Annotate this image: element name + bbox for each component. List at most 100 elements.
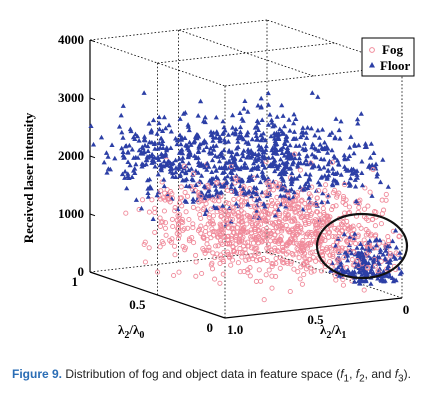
fog-point xyxy=(370,167,376,173)
fog-point xyxy=(204,241,210,247)
floor-point xyxy=(360,256,366,261)
fog-point xyxy=(295,247,301,253)
floor-point xyxy=(191,139,197,145)
floor-point xyxy=(120,152,126,158)
fog-point xyxy=(336,245,342,251)
floor-point xyxy=(163,125,169,131)
fog-point xyxy=(177,195,183,201)
floor-point xyxy=(101,159,107,165)
fog-point xyxy=(230,204,236,210)
fog-point xyxy=(356,222,362,229)
floor-point xyxy=(319,199,325,205)
fog-point xyxy=(290,201,296,207)
fog-point xyxy=(288,259,294,265)
y-axis-label: λ2/λ0 xyxy=(118,322,144,341)
floor-point xyxy=(167,169,174,174)
floor-point xyxy=(279,150,285,155)
floor-point xyxy=(334,157,341,163)
floor-point xyxy=(245,147,251,152)
floor-point xyxy=(257,179,263,185)
floor-point xyxy=(298,134,304,140)
fog-point xyxy=(227,240,233,246)
fog-point xyxy=(299,197,305,203)
floor-point xyxy=(237,166,243,172)
floor-point xyxy=(183,142,189,148)
floor-point xyxy=(233,131,239,137)
floor-point xyxy=(237,110,243,115)
floor-point xyxy=(278,186,284,192)
figure-caption: Figure 9. Distribution of fog and object… xyxy=(12,366,427,387)
floor-point xyxy=(277,193,284,198)
floor-point xyxy=(148,129,154,135)
floor-point xyxy=(352,279,358,284)
floor-point xyxy=(245,109,251,114)
floor-point xyxy=(209,169,215,174)
floor-point xyxy=(359,245,365,250)
floor-point xyxy=(269,120,275,125)
fog-point xyxy=(336,230,343,236)
floor-point xyxy=(301,160,307,166)
floor-point xyxy=(262,155,268,161)
legend-fog-marker xyxy=(369,47,375,53)
fog-point xyxy=(336,190,342,196)
fog-point xyxy=(189,234,195,241)
floor-point xyxy=(201,147,207,153)
fog-point xyxy=(273,255,279,262)
fog-point xyxy=(198,193,204,199)
fog-point xyxy=(195,228,202,234)
floor-point xyxy=(372,163,378,169)
floor-point xyxy=(161,158,167,164)
fog-point xyxy=(296,201,302,207)
fog-point xyxy=(310,218,316,224)
fog-point xyxy=(176,200,183,206)
fog-point xyxy=(172,205,178,211)
box-edge-floor xyxy=(224,297,403,319)
floor-point xyxy=(283,187,289,193)
floor-point xyxy=(121,155,127,160)
floor-point xyxy=(307,176,313,182)
floor-point xyxy=(155,154,161,159)
floor-point xyxy=(353,198,359,204)
fog-point xyxy=(275,200,281,206)
floor-point xyxy=(138,205,145,211)
fog-point xyxy=(159,239,165,245)
floor-point xyxy=(201,138,207,143)
floor-point xyxy=(331,153,337,159)
floor-point xyxy=(397,250,403,255)
fog-point xyxy=(180,227,186,233)
fog-point xyxy=(217,238,224,244)
fog-point xyxy=(180,243,186,249)
fog-point xyxy=(276,219,282,225)
fog-point xyxy=(190,225,196,231)
fog-point xyxy=(239,214,245,220)
floor-point xyxy=(259,158,265,164)
fog-point xyxy=(279,228,285,234)
floor-point xyxy=(237,129,243,134)
floor-point xyxy=(336,161,342,166)
floor-point xyxy=(267,112,273,117)
floor-point xyxy=(173,169,179,175)
floor-point xyxy=(304,161,310,167)
fog-point xyxy=(202,250,208,256)
floor-point xyxy=(329,260,335,266)
fog-point xyxy=(190,171,197,177)
fog-point xyxy=(218,214,224,220)
floor-point xyxy=(98,134,105,140)
fog-point xyxy=(296,255,302,261)
fog-point xyxy=(290,252,296,258)
fog-point xyxy=(159,179,165,185)
floor-point xyxy=(329,130,335,135)
fog-point xyxy=(346,204,352,210)
fog-point xyxy=(217,280,223,286)
floor-point xyxy=(369,193,375,198)
floor-point xyxy=(209,150,215,155)
floor-point xyxy=(190,196,196,202)
floor-point xyxy=(202,114,208,120)
floor-point xyxy=(133,197,139,202)
floor-point xyxy=(368,281,374,286)
floor-point xyxy=(398,269,405,275)
floor-point xyxy=(165,159,171,164)
fog-point xyxy=(257,256,263,263)
fog-point xyxy=(323,182,329,188)
fog-point xyxy=(239,254,245,260)
